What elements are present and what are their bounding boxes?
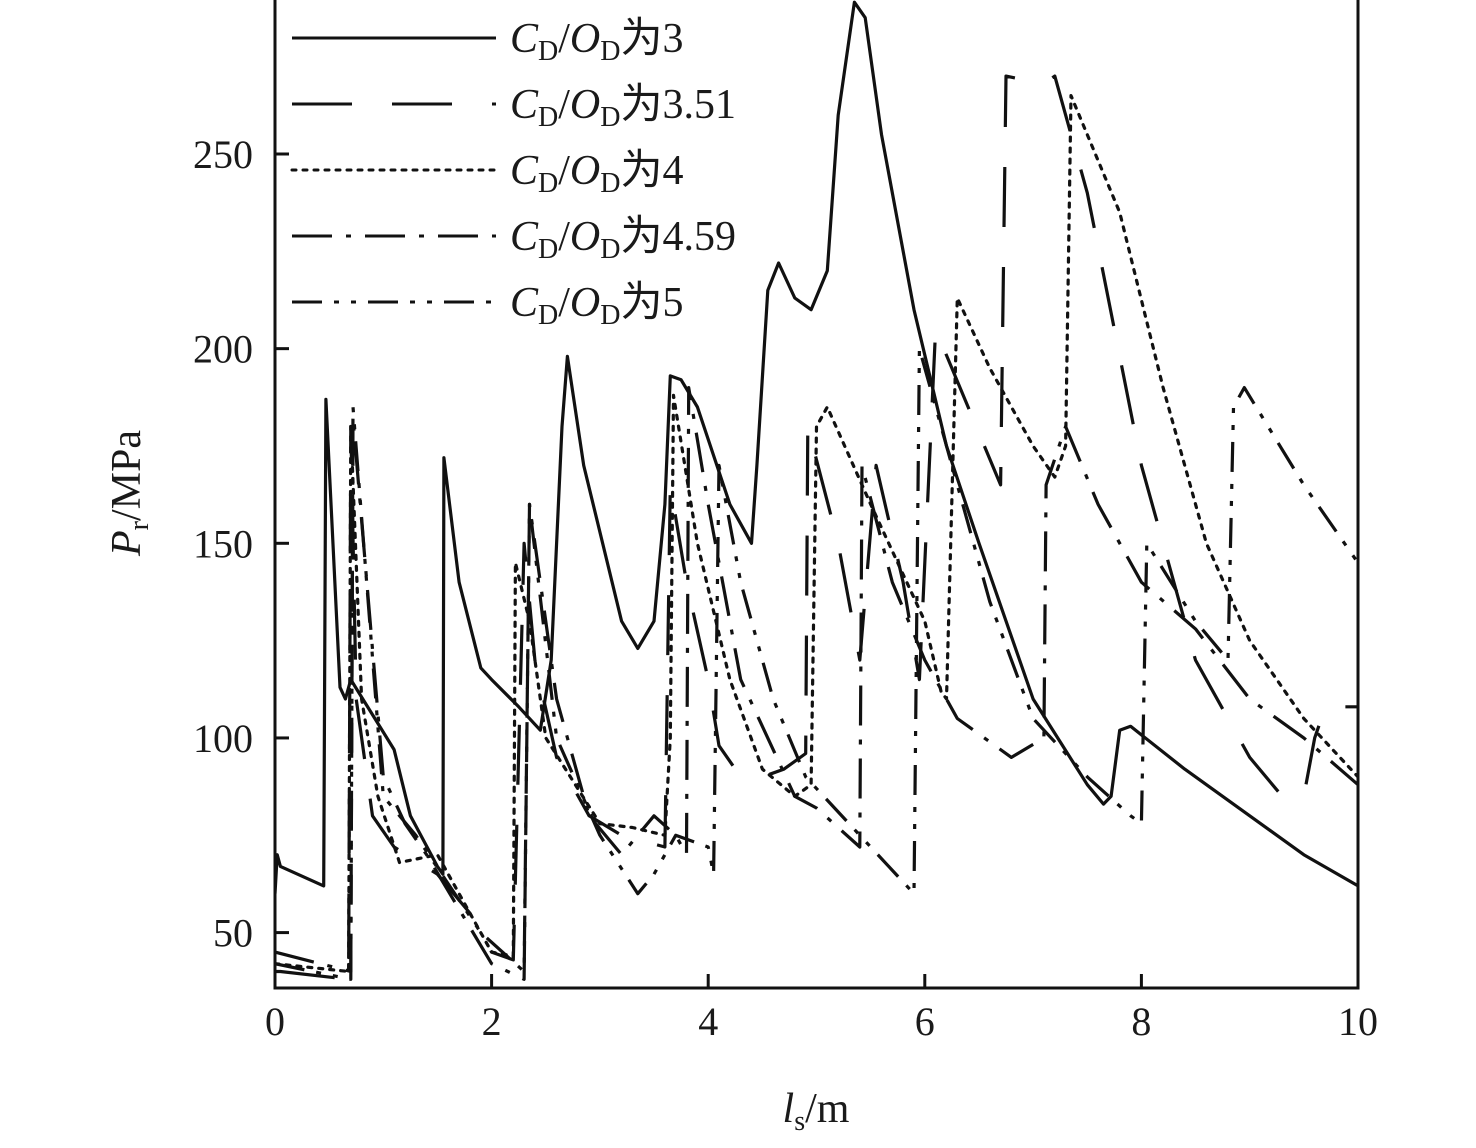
y-axis-title: Pr/MPa <box>104 430 155 557</box>
x-tick-label: 10 <box>1338 999 1378 1044</box>
x-axis-title: ls/m <box>783 1086 850 1137</box>
legend-item: CD/OD为5 <box>292 280 684 331</box>
legend-label: CD/OD为3 <box>510 16 684 67</box>
y-tick-label: 200 <box>193 327 253 372</box>
x-tick-label: 4 <box>698 999 718 1044</box>
series-layer <box>275 0 1358 981</box>
legend-item: CD/OD为3 <box>292 16 684 67</box>
y-tick-label: 250 <box>193 132 253 177</box>
plot-frame <box>273 0 1360 990</box>
y-tick-label: 150 <box>193 521 253 566</box>
series-line-4 <box>275 94 1358 974</box>
legend-label: CD/OD为4 <box>510 148 684 199</box>
legend: CD/OD为3 CD/OD为3.51 CD/OD为4 CD/OD为4.59 CD/OD为… <box>290 16 736 331</box>
y-tick-label: 100 <box>193 716 253 761</box>
x-tick-label: 2 <box>482 999 502 1044</box>
legend-item: CD/OD为3.51 <box>292 82 736 133</box>
legend-label: CD/OD为4.59 <box>510 214 736 265</box>
legend-label: CD/OD为3.51 <box>510 82 736 133</box>
legend-item: CD/OD为4 <box>290 148 684 199</box>
y-axis: 50 100 150 200 250 <box>193 132 289 956</box>
x-tick-label: 8 <box>1131 999 1151 1044</box>
y-tick-label: 50 <box>213 911 253 956</box>
series-line-4-59 <box>275 386 1358 981</box>
x-axis: 0 2 4 6 8 10 <box>265 974 1378 1044</box>
legend-item: CD/OD为4.59 <box>292 214 736 265</box>
series-line-5 <box>275 347 1358 981</box>
legend-label: CD/OD为5 <box>510 280 684 331</box>
x-tick-label: 6 <box>915 999 935 1044</box>
series-line-3 <box>275 0 1358 894</box>
x-tick-label: 0 <box>265 999 285 1044</box>
